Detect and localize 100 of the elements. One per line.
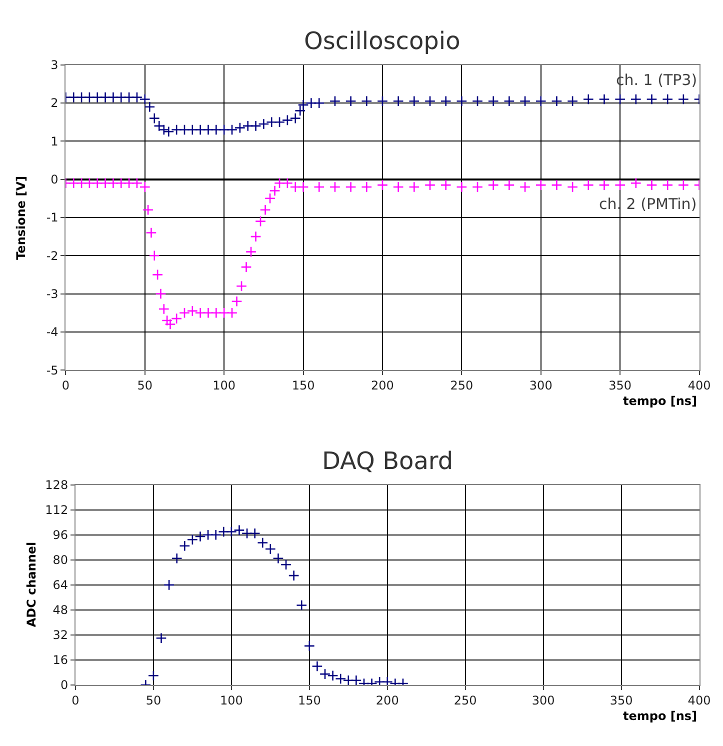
point bbox=[519, 96, 531, 107]
point bbox=[148, 670, 160, 682]
y-tick-label: 96 bbox=[52, 528, 68, 542]
x-axis-title: tempo [ns] bbox=[623, 394, 698, 408]
x-tick-label: 350 bbox=[610, 693, 633, 708]
y-tick-label: 112 bbox=[45, 503, 68, 518]
point bbox=[171, 552, 182, 564]
point bbox=[92, 92, 103, 103]
y-tick-label: 3 bbox=[50, 58, 58, 72]
x-tick-label: 200 bbox=[376, 693, 399, 708]
point bbox=[376, 96, 388, 107]
x-tick-label: 100 bbox=[212, 378, 236, 392]
point bbox=[335, 673, 346, 684]
point bbox=[249, 528, 260, 539]
y-tick-label: -3 bbox=[46, 286, 58, 301]
point bbox=[551, 96, 562, 107]
point bbox=[164, 579, 175, 590]
point bbox=[242, 120, 254, 132]
point bbox=[488, 96, 499, 107]
y-tick-label: 16 bbox=[52, 653, 68, 668]
point bbox=[116, 92, 127, 103]
point bbox=[156, 632, 167, 644]
point bbox=[124, 92, 135, 103]
point bbox=[567, 96, 578, 107]
y-tick-label: 80 bbox=[52, 553, 68, 568]
x-axis-title: tempo [ns] bbox=[623, 709, 698, 723]
point bbox=[408, 96, 420, 107]
point bbox=[194, 124, 206, 136]
point bbox=[424, 96, 436, 107]
point bbox=[312, 660, 323, 672]
point bbox=[392, 96, 404, 107]
point bbox=[614, 94, 626, 105]
point bbox=[250, 120, 262, 132]
point bbox=[218, 124, 230, 136]
y-tick-label: 2 bbox=[50, 96, 58, 110]
chart-title: Oscilloscopio bbox=[304, 27, 460, 55]
y-tick-label: 48 bbox=[52, 603, 68, 618]
point bbox=[171, 124, 182, 136]
point bbox=[296, 600, 308, 611]
point bbox=[100, 92, 111, 103]
y-tick-label: 64 bbox=[52, 578, 68, 592]
point bbox=[234, 122, 246, 134]
point bbox=[274, 116, 286, 128]
point bbox=[234, 524, 245, 536]
point bbox=[210, 124, 222, 136]
point bbox=[108, 92, 119, 103]
x-tick-label: 250 bbox=[450, 378, 474, 392]
point bbox=[202, 529, 214, 540]
point bbox=[68, 92, 80, 103]
y-tick-label: -5 bbox=[46, 363, 58, 378]
point bbox=[179, 540, 190, 552]
point bbox=[226, 124, 238, 136]
point bbox=[662, 94, 674, 105]
point bbox=[598, 94, 610, 105]
point bbox=[646, 94, 658, 105]
y-tick-label: -2 bbox=[46, 248, 58, 263]
x-tick-label: 50 bbox=[137, 378, 153, 392]
point bbox=[350, 674, 362, 686]
x-tick-label: 300 bbox=[532, 693, 555, 708]
point bbox=[258, 118, 270, 130]
point bbox=[282, 114, 293, 126]
y-axis-title: ADC channel bbox=[24, 542, 38, 628]
chart-title: DAQ Board bbox=[322, 447, 454, 475]
point bbox=[314, 97, 325, 109]
point bbox=[630, 94, 642, 105]
point bbox=[84, 92, 96, 103]
y-tick-label: 1 bbox=[50, 134, 58, 148]
point bbox=[290, 112, 301, 124]
x-tick-label: 250 bbox=[454, 693, 477, 708]
point bbox=[298, 99, 309, 110]
point bbox=[194, 530, 206, 542]
x-tick-label: 200 bbox=[371, 378, 394, 392]
point bbox=[678, 94, 689, 105]
point bbox=[345, 96, 356, 107]
point bbox=[306, 97, 317, 109]
point bbox=[266, 116, 278, 128]
point bbox=[456, 96, 468, 107]
point bbox=[241, 528, 253, 539]
y-tick-label: 32 bbox=[52, 628, 68, 642]
point bbox=[329, 96, 341, 107]
point bbox=[440, 96, 452, 107]
point bbox=[186, 534, 198, 546]
point bbox=[327, 670, 338, 682]
x-tick-label: 100 bbox=[220, 693, 243, 708]
point bbox=[186, 124, 198, 136]
point bbox=[582, 94, 594, 105]
x-tick-label: 350 bbox=[608, 378, 632, 392]
point bbox=[218, 526, 230, 538]
y-tick-label: 128 bbox=[45, 478, 68, 492]
point bbox=[178, 124, 190, 136]
point bbox=[210, 529, 222, 540]
y-tick-label: -1 bbox=[46, 210, 58, 225]
point bbox=[294, 105, 306, 116]
point bbox=[226, 526, 237, 538]
x-tick-label: 50 bbox=[146, 693, 162, 708]
x-tick-label: 150 bbox=[292, 378, 315, 392]
point bbox=[342, 674, 354, 686]
point bbox=[535, 96, 546, 107]
point bbox=[504, 96, 515, 107]
point bbox=[304, 640, 315, 652]
